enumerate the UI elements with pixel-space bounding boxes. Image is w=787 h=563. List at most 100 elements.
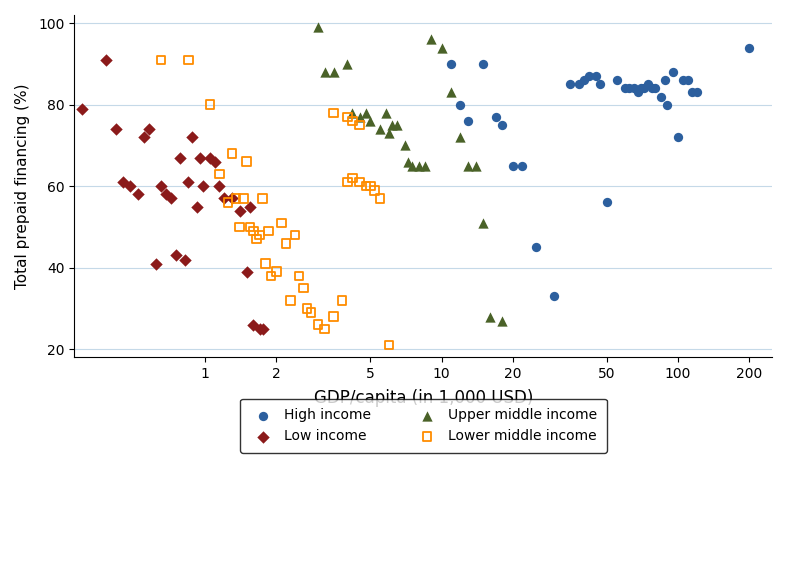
High income <box>635 84 648 93</box>
High income <box>659 75 671 84</box>
Upper middle income <box>353 113 366 122</box>
Upper middle income <box>412 161 425 170</box>
High income <box>589 72 602 81</box>
High income <box>445 60 457 69</box>
Upper middle income <box>496 316 508 325</box>
Lower middle income <box>368 186 381 195</box>
Upper middle income <box>435 43 448 52</box>
Low income <box>217 194 230 203</box>
High income <box>642 80 655 89</box>
High income <box>623 84 635 93</box>
Low income <box>124 182 136 191</box>
Upper middle income <box>391 120 404 129</box>
Lower middle income <box>204 100 216 109</box>
X-axis label: GDP/capita (in 1,000 USD): GDP/capita (in 1,000 USD) <box>313 390 533 408</box>
High income <box>646 84 659 93</box>
Upper middle income <box>382 129 395 138</box>
Lower middle income <box>353 120 366 129</box>
Lower middle income <box>264 271 277 280</box>
Low income <box>169 251 182 260</box>
Lower middle income <box>253 231 266 240</box>
Low income <box>138 133 150 142</box>
Low income <box>226 194 238 203</box>
Upper middle income <box>341 60 353 69</box>
Lower middle income <box>364 182 377 191</box>
High income <box>578 75 590 84</box>
High income <box>496 120 508 129</box>
Low income <box>159 190 172 199</box>
Upper middle income <box>360 108 372 117</box>
Lower middle income <box>374 194 386 203</box>
Upper middle income <box>364 117 377 126</box>
Lower middle income <box>154 55 167 64</box>
Upper middle income <box>318 68 331 77</box>
Lower middle income <box>259 259 272 268</box>
Lower middle income <box>293 271 305 280</box>
High income <box>563 80 576 89</box>
Upper middle income <box>483 312 496 321</box>
Lower middle income <box>182 55 194 64</box>
Low income <box>204 153 216 162</box>
High income <box>506 161 519 170</box>
Lower middle income <box>312 320 324 329</box>
Low income <box>241 267 253 276</box>
Lower middle income <box>353 177 366 186</box>
High income <box>610 75 623 84</box>
High income <box>619 84 632 93</box>
High income <box>655 92 667 101</box>
High income <box>638 84 651 93</box>
Lower middle income <box>222 198 235 207</box>
High income <box>671 133 684 142</box>
Low income <box>109 124 122 133</box>
Low income <box>99 55 112 64</box>
Lower middle income <box>297 284 309 293</box>
Lower middle income <box>237 194 249 203</box>
Upper middle income <box>405 161 418 170</box>
Low income <box>173 153 186 162</box>
Lower middle income <box>279 239 292 248</box>
High income <box>572 80 585 89</box>
Upper middle income <box>445 88 457 97</box>
Low income <box>247 320 260 329</box>
High income <box>600 198 613 207</box>
Lower middle income <box>346 173 359 182</box>
Lower middle income <box>230 194 242 203</box>
Low income <box>253 324 266 333</box>
Upper middle income <box>477 218 490 227</box>
Upper middle income <box>312 23 324 32</box>
High income <box>632 88 645 97</box>
Lower middle income <box>301 304 313 313</box>
Lower middle income <box>327 108 340 117</box>
High income <box>594 80 607 89</box>
High income <box>667 68 679 77</box>
High income <box>648 84 661 93</box>
Lower middle income <box>262 226 275 235</box>
Lower middle income <box>284 296 297 305</box>
Lower middle income <box>244 222 257 231</box>
Legend: High income, Low income, Upper middle income, Lower middle income: High income, Low income, Upper middle in… <box>240 399 607 453</box>
High income <box>661 100 674 109</box>
Lower middle income <box>234 222 246 231</box>
Low income <box>186 133 198 142</box>
Lower middle income <box>289 231 301 240</box>
Low income <box>194 153 206 162</box>
Upper middle income <box>401 157 414 166</box>
High income <box>530 243 542 252</box>
Low income <box>150 259 162 268</box>
Lower middle income <box>336 296 349 305</box>
High income <box>548 292 560 301</box>
Lower middle income <box>327 312 340 321</box>
Low income <box>165 194 178 203</box>
Upper middle income <box>386 120 399 129</box>
Low income <box>143 124 156 133</box>
Upper middle income <box>374 124 386 133</box>
Lower middle income <box>341 177 353 186</box>
Lower middle income <box>241 157 253 166</box>
High income <box>454 100 467 109</box>
Low income <box>257 324 269 333</box>
High income <box>686 88 699 97</box>
Lower middle income <box>341 113 353 122</box>
High income <box>690 88 703 97</box>
Upper middle income <box>346 108 359 117</box>
Low income <box>179 255 191 264</box>
